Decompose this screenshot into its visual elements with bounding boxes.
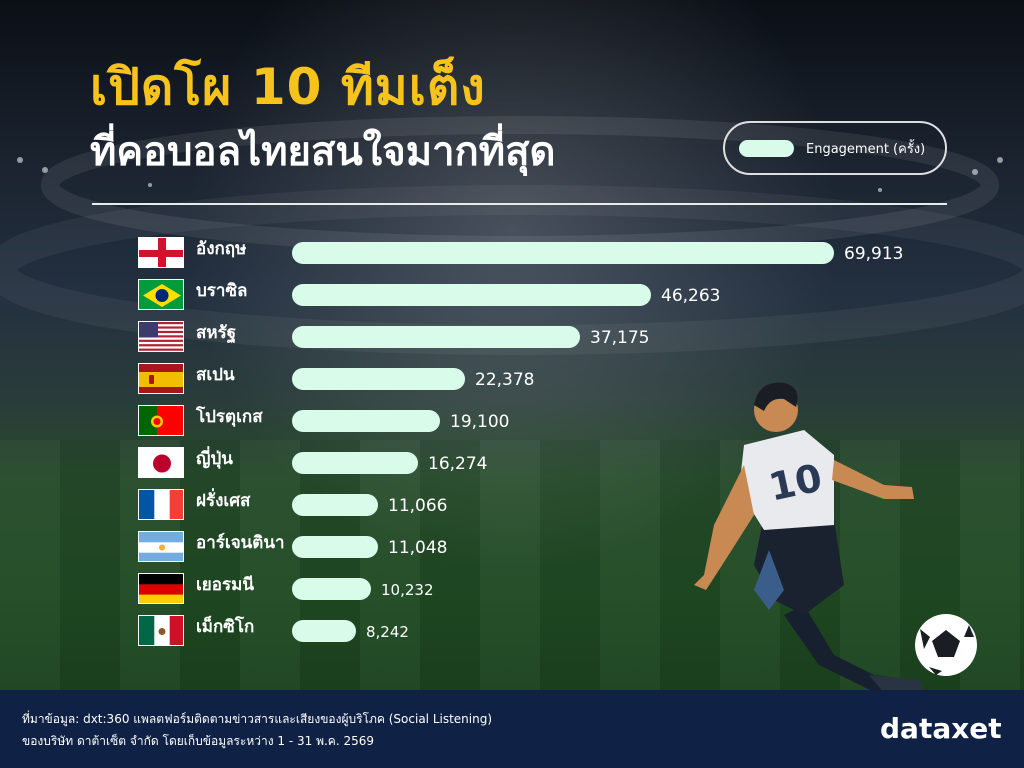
japan-flag (138, 447, 184, 478)
footballer-illustration: 10 (694, 382, 977, 705)
bar (292, 578, 371, 600)
value-label: 11,066 (388, 496, 448, 516)
spain-flag (138, 363, 184, 394)
brand-logo: dataxet (880, 712, 1002, 745)
value-label: 10,232 (381, 581, 434, 599)
bar (292, 242, 834, 264)
country-label: เยอรมนี (196, 575, 254, 595)
country-label: ฝรั่งเศส (196, 491, 251, 511)
country-label: บราซิล (196, 281, 248, 301)
argentina-flag (138, 531, 184, 562)
england-flag (138, 237, 184, 268)
country-label: โปรตุเกส (196, 407, 263, 427)
page-subtitle: ที่คอบอลไทยสนใจมากที่สุด (90, 129, 556, 175)
bar (292, 410, 440, 432)
value-label: 69,913 (844, 244, 904, 264)
bar (292, 536, 378, 558)
page-title: เปิดโผ 10 ทีมเต็ง (90, 58, 486, 116)
bar (292, 284, 651, 306)
brazil-flag (138, 279, 184, 310)
country-label: อังกฤษ (196, 239, 247, 259)
germany-flag (138, 573, 184, 604)
footer-bar (0, 690, 1024, 768)
country-label: ญี่ปุ่น (196, 449, 233, 469)
svg-text:10: 10 (765, 455, 826, 509)
value-label: 11,048 (388, 538, 448, 558)
bar (292, 494, 378, 516)
bar (292, 368, 465, 390)
usa-flag (138, 321, 184, 352)
legend-label: Engagement (ครั้ง) (806, 141, 926, 157)
bar (292, 620, 356, 642)
country-label: เม็กซิโก (196, 617, 255, 637)
value-label: 37,175 (590, 328, 650, 348)
value-label: 8,242 (366, 623, 409, 641)
value-label: 19,100 (450, 412, 510, 432)
country-label: อาร์เจนตินา (196, 533, 285, 553)
france-flag (138, 489, 184, 520)
portugal-flag (138, 405, 184, 436)
bar (292, 452, 418, 474)
value-label: 46,263 (661, 286, 721, 306)
legend-swatch (739, 139, 794, 157)
value-label: 22,378 (475, 370, 535, 390)
country-label: สเปน (196, 365, 235, 385)
mexico-flag (138, 615, 184, 646)
source-note-line2: ของบริษัท ดาต้าเซ็ต จำกัด โดยเก็บข้อมูลร… (22, 734, 375, 748)
chart-legend: Engagement (ครั้ง) (723, 121, 947, 175)
country-label: สหรัฐ (196, 323, 237, 343)
source-note-line1: ที่มาข้อมูล: dxt:360 แพลตฟอร์มติดตามข่าว… (22, 712, 493, 726)
value-label: 16,274 (428, 454, 488, 474)
bar (292, 326, 580, 348)
divider (92, 203, 947, 205)
